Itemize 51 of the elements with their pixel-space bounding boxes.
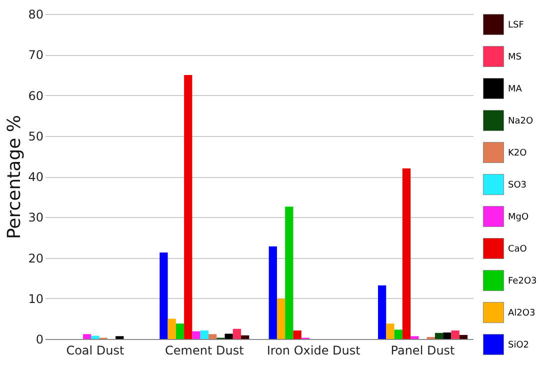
bar [443,332,452,339]
legend-label: Al2O3 [508,308,536,318]
bar [241,335,250,339]
legend-label: LSF [508,20,524,30]
bar [410,336,419,339]
bar [293,330,302,339]
bar [83,334,92,339]
bar [394,330,402,339]
legend-label: MA [508,84,523,94]
legend-label: Fe2O3 [508,276,537,286]
bar [184,74,192,339]
y-tick-label: 0 [36,332,44,346]
y-tick-label: 70 [28,48,44,62]
bar [192,331,200,339]
y-tick-label: 40 [28,170,44,184]
legend-label: CaO [508,244,527,254]
legend-label: K2O [508,148,527,158]
bar [232,328,242,339]
bar [168,318,176,339]
y-tick-label: 30 [28,210,44,225]
legend-label: MS [508,52,522,62]
y-tick-label: 10 [28,292,44,306]
bar [91,336,100,339]
bar [276,298,286,339]
bar [268,246,277,339]
bar [451,330,460,339]
bar [459,334,468,339]
bar [434,332,444,339]
bar [176,324,184,339]
y-tick-label: 80 [28,8,44,22]
bar [208,334,217,339]
bar [285,206,294,339]
x-tick-label: Panel Dust [390,344,456,358]
y-tick-label: 20 [28,251,44,266]
bar [386,324,394,339]
bar [200,330,208,339]
legend-label: SO3 [508,180,527,190]
bar [378,285,386,339]
x-tick-label: Cement Dust [165,344,244,358]
bar [224,334,233,339]
bar [402,168,411,339]
legend-label: Na2O [508,116,534,126]
bar [160,252,168,339]
y-axis-title: Percentage % [4,114,26,240]
y-tick-label: 50 [28,129,44,144]
x-tick-label: Iron Oxide Dust [266,344,361,358]
x-tick-label: Coal Dust [66,344,125,358]
legend-label: MgO [508,212,529,222]
y-tick-label: 60 [28,88,44,103]
legend-label: SiO2 [508,340,530,350]
bar [116,336,124,339]
